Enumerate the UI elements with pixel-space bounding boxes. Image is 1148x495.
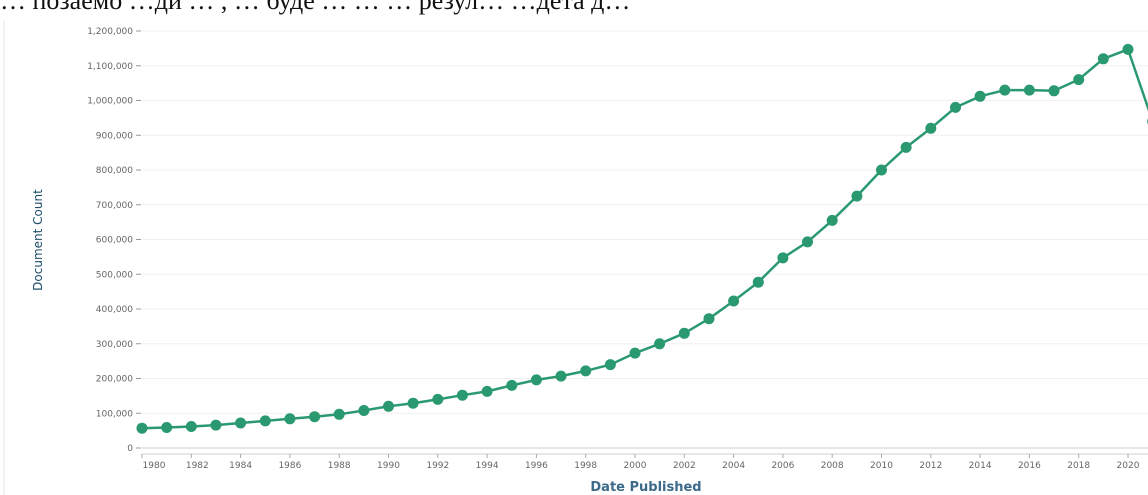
data-point: [1023, 84, 1035, 96]
data-point: [506, 379, 518, 391]
y-tick-label: 100,000: [96, 409, 133, 419]
x-tick-label: 2002: [673, 461, 696, 471]
data-point: [629, 347, 641, 359]
x-tick-label: 2004: [722, 461, 745, 471]
x-tick-label: 1984: [229, 461, 252, 471]
data-point: [432, 393, 444, 405]
data-point: [259, 415, 271, 427]
data-point: [826, 214, 838, 226]
data-point: [752, 276, 764, 288]
x-tick-label: 2014: [969, 461, 992, 471]
x-tick-label: 2008: [821, 461, 844, 471]
x-tick-label: 2018: [1067, 461, 1090, 471]
x-tick-label: 2010: [870, 461, 893, 471]
y-tick-label: 0: [127, 444, 133, 454]
y-tick-label: 1,100,000: [87, 62, 133, 72]
y-tick-label: 300,000: [96, 340, 133, 350]
data-point: [974, 90, 986, 102]
data-point: [530, 374, 542, 386]
data-point: [333, 408, 345, 420]
y-tick-label: 1,200,000: [87, 27, 133, 37]
data-point: [555, 370, 567, 382]
x-axis: 1980 1982 1984 1986 1988 1990 1992 1994 1996 1998…: [141, 453, 1148, 471]
data-point: [235, 417, 247, 429]
cropped-header-text: … позаемо …ди … , … буде … … … резул… …д…: [0, 0, 631, 15]
data-point: [851, 190, 863, 202]
data-point: [728, 295, 740, 307]
x-tick-label: 2020: [1117, 461, 1140, 471]
data-point: [802, 236, 813, 248]
data-point: [876, 164, 887, 176]
x-tick-label: 1994: [476, 461, 499, 471]
y-tick-label: 400,000: [96, 305, 133, 315]
x-tick-label: 1992: [426, 461, 449, 471]
x-tick-label: 1990: [377, 461, 400, 471]
x-tick-label: 2000: [624, 461, 647, 471]
data-point: [309, 411, 321, 423]
x-tick-label: 1980: [143, 461, 166, 471]
x-tick-label: 1998: [574, 461, 597, 471]
data-point: [161, 422, 173, 433]
series-line: [141, 47, 1148, 430]
y-tick-label: 200,000: [96, 375, 133, 385]
data-point: [456, 389, 468, 401]
data-point: [703, 313, 715, 325]
x-tick-label: 2016: [1018, 461, 1041, 471]
data-point: [1048, 85, 1060, 97]
data-point: [481, 385, 493, 397]
data-point: [678, 327, 690, 339]
y-tick-label: 900,000: [96, 131, 133, 141]
data-point: [407, 397, 419, 409]
x-tick-label: 2006: [771, 461, 794, 471]
y-tick-label: 800,000: [96, 166, 133, 176]
y-tick-label: 1,000,000: [87, 97, 133, 107]
data-point: [136, 422, 148, 434]
x-tick-label: 1982: [186, 461, 209, 471]
x-tick-label: 1986: [278, 461, 301, 471]
x-tick-label: 1996: [525, 461, 548, 471]
series-points: [136, 43, 1148, 434]
data-point: [580, 365, 592, 377]
data-point: [284, 413, 296, 425]
data-point: [210, 419, 222, 431]
x-axis-label: Date Published: [590, 480, 701, 495]
gridlines: [142, 30, 1148, 449]
data-point: [1097, 53, 1109, 65]
data-point: [185, 421, 197, 432]
data-point: [358, 405, 370, 416]
data-point: [604, 359, 616, 371]
data-point: [1073, 74, 1085, 86]
data-point: [950, 101, 961, 113]
data-point: [654, 338, 666, 350]
y-axis: 0 100,000 200,000 300,000 400,000 500,000 600,…: [87, 27, 141, 454]
y-tick-label: 600,000: [96, 236, 133, 246]
y-tick-label: 500,000: [96, 270, 133, 280]
data-point: [900, 141, 912, 153]
data-point: [925, 122, 937, 134]
x-tick-label: 1988: [328, 461, 351, 471]
data-point: [777, 252, 789, 264]
y-axis-label: Document Count: [31, 189, 45, 291]
data-point: [383, 400, 394, 412]
x-tick-label: 2012: [919, 461, 942, 471]
data-point: [1122, 43, 1134, 55]
data-point: [999, 84, 1011, 96]
y-tick-label: 700,000: [96, 201, 133, 211]
